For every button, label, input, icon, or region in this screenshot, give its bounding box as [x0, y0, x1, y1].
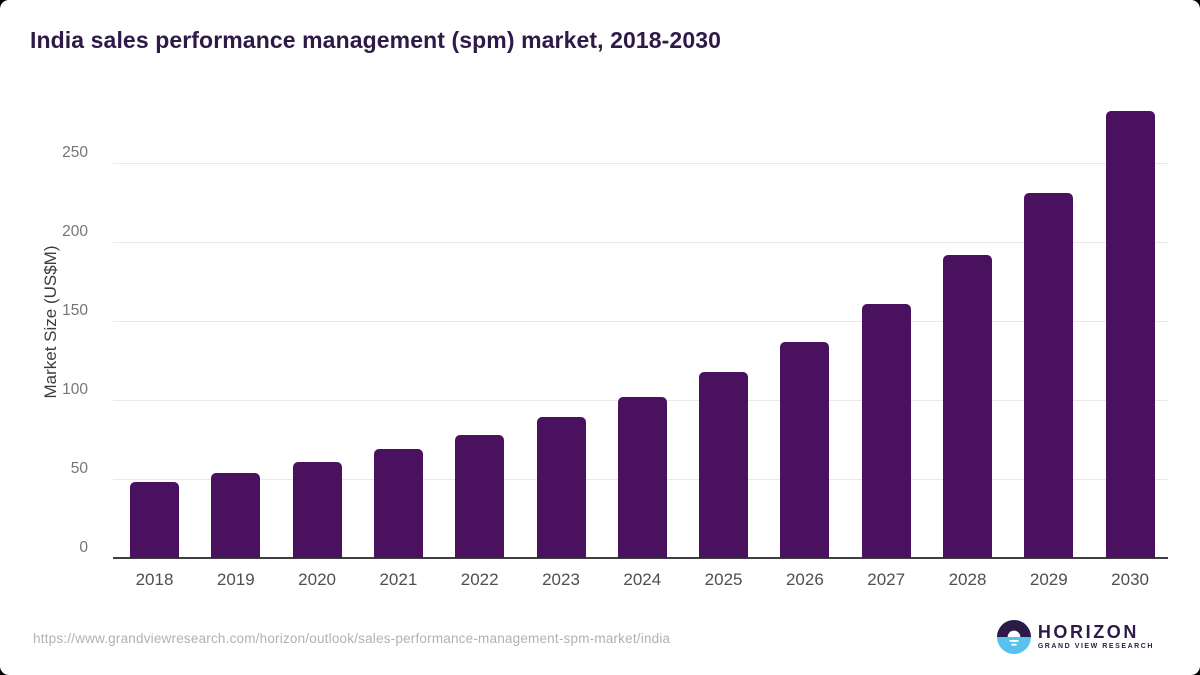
x-tick-label-2027: 2027 — [867, 570, 906, 589]
horizon-sunset-icon — [996, 620, 1031, 654]
page-title: India sales performance management (spm)… — [30, 27, 721, 53]
bar-2020 — [292, 461, 342, 558]
gridline — [113, 241, 1168, 243]
y-tick-label: 0 — [79, 539, 88, 556]
y-tick-label: 50 — [70, 460, 88, 478]
x-tick-label-2020: 2020 — [298, 570, 336, 589]
x-tick-label-2019: 2019 — [216, 570, 255, 589]
bar-2021 — [373, 449, 423, 558]
y-tick-label: 150 — [62, 302, 88, 320]
bar-2019 — [211, 472, 261, 558]
bar-2029 — [1024, 193, 1074, 558]
bar-2028 — [943, 254, 992, 558]
y-tick-label: 100 — [62, 381, 88, 399]
bar-2025 — [699, 371, 749, 558]
bar-2030 — [1105, 111, 1155, 558]
y-tick-label: 200 — [62, 223, 88, 241]
brand-logo: HORIZON GRAND VIEW RESEARCH — [996, 620, 1154, 654]
gridline — [113, 320, 1168, 322]
bar-2026 — [780, 341, 830, 558]
brand-subtitle: GRAND VIEW RESEARCH — [1037, 643, 1154, 650]
bar-2024 — [617, 396, 667, 558]
bar-2023 — [536, 417, 586, 558]
x-tick-label-2022: 2022 — [460, 570, 499, 589]
x-tick-label-2028: 2028 — [948, 570, 987, 589]
x-axis-line — [113, 557, 1168, 559]
bar-2027 — [861, 303, 911, 558]
x-tick-label-2024: 2024 — [623, 570, 662, 589]
brand-name: HORIZON — [1037, 622, 1140, 642]
gridline — [113, 162, 1168, 164]
y-tick-label: 250 — [62, 144, 88, 162]
x-tick-label-2030: 2030 — [1111, 570, 1149, 589]
x-tick-label-2025: 2025 — [704, 570, 743, 589]
bar-2018 — [130, 482, 179, 558]
x-tick-label-2021: 2021 — [379, 570, 418, 589]
brand-text: HORIZON GRAND VIEW RESEARCH — [1038, 623, 1154, 651]
x-tick-label-2018: 2018 — [135, 570, 174, 589]
plot-area — [113, 100, 1168, 559]
source-url: https://www.grandviewresearch.com/horizo… — [33, 631, 671, 646]
x-tick-label-2029: 2029 — [1029, 570, 1068, 589]
y-axis-labels: 0 50 100 150 200 250 — [40, 100, 100, 558]
x-tick-label-2023: 2023 — [542, 570, 580, 589]
x-tick-label-2026: 2026 — [785, 570, 824, 589]
bar-2022 — [455, 434, 505, 558]
